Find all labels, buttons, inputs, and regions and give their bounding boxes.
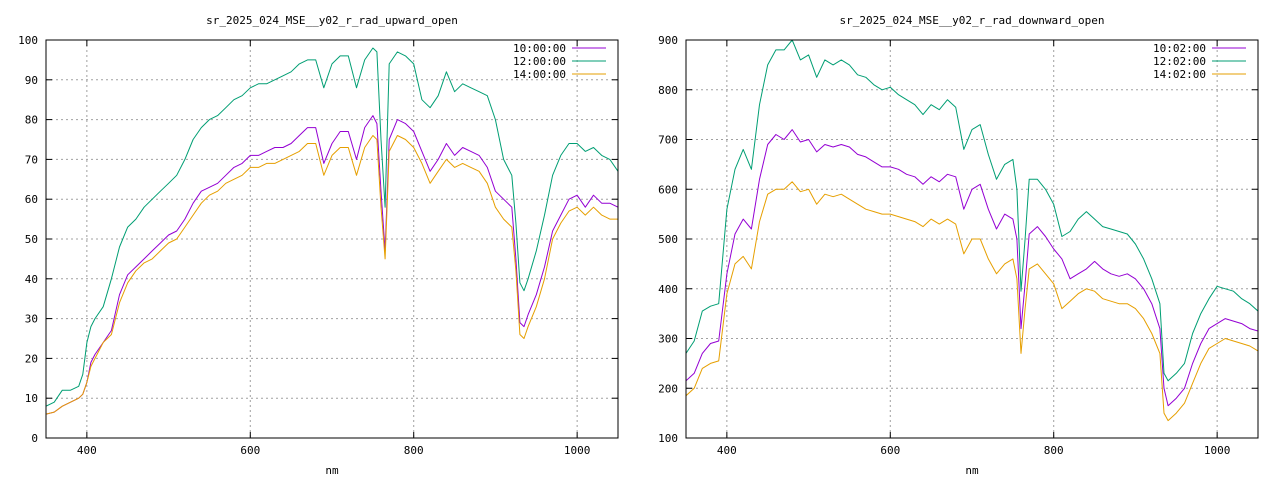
x-tick-label: 800 bbox=[1044, 444, 1064, 457]
legend-label: 10:00:00 bbox=[513, 42, 566, 55]
x-tick-label: 1000 bbox=[1204, 444, 1231, 457]
y-tick-label: 700 bbox=[658, 134, 678, 147]
y-tick-label: 20 bbox=[25, 352, 38, 365]
series-group bbox=[46, 47, 618, 415]
y-tick-label: 400 bbox=[658, 283, 678, 296]
legend-label: 12:02:00 bbox=[1153, 55, 1206, 68]
x-tick-label: 600 bbox=[880, 444, 900, 457]
legend-label: 14:02:00 bbox=[1153, 68, 1206, 81]
chart-panel-0: 400 600 800 1000 0 10 20 30 40 50 60 70 80 90 100 sr_20… bbox=[18, 14, 619, 477]
y-tick-label: 900 bbox=[658, 34, 678, 47]
x-tick-label: 1000 bbox=[564, 444, 591, 457]
y-tick-label: 600 bbox=[658, 183, 678, 196]
legend-label: 14:00:00 bbox=[513, 68, 566, 81]
x-tick-label: 800 bbox=[404, 444, 424, 457]
chart-panel-1: 400 600 800 1000 100 200 300 400 500 600 700 800 900… bbox=[658, 14, 1259, 477]
series-line-1 bbox=[686, 40, 1258, 382]
y-tick-label: 40 bbox=[25, 273, 38, 286]
series-line-2 bbox=[46, 135, 618, 415]
series-line-1 bbox=[46, 47, 618, 407]
y-tick-label: 200 bbox=[658, 382, 678, 395]
y-tick-label: 800 bbox=[658, 84, 678, 97]
x-axis-label: nm bbox=[325, 464, 339, 477]
chart-title: sr_2025_024_MSE__y02_r_rad_upward_open bbox=[206, 14, 458, 27]
y-tick-label: 50 bbox=[25, 233, 38, 246]
y-tick-label: 0 bbox=[31, 432, 38, 445]
y-tick-label: 90 bbox=[25, 74, 38, 87]
x-axis-label: nm bbox=[965, 464, 979, 477]
series-line-2 bbox=[686, 181, 1258, 422]
series-line-0 bbox=[686, 129, 1258, 407]
series-group bbox=[686, 40, 1258, 422]
x-tick-label: 400 bbox=[77, 444, 97, 457]
y-tick-label: 10 bbox=[25, 392, 38, 405]
y-tick-label: 30 bbox=[25, 313, 38, 326]
series-line-0 bbox=[46, 115, 618, 415]
legend-label: 10:02:00 bbox=[1153, 42, 1206, 55]
y-tick-label: 100 bbox=[18, 34, 38, 47]
y-tick-label: 80 bbox=[25, 114, 38, 127]
chart-title: sr_2025_024_MSE__y02_r_rad_downward_open bbox=[840, 14, 1105, 27]
y-tick-label: 70 bbox=[25, 153, 38, 166]
y-tick-label: 300 bbox=[658, 333, 678, 346]
y-tick-label: 100 bbox=[658, 432, 678, 445]
x-tick-label: 400 bbox=[717, 444, 737, 457]
legend-label: 12:00:00 bbox=[513, 55, 566, 68]
y-tick-label: 60 bbox=[25, 193, 38, 206]
x-tick-label: 600 bbox=[240, 444, 260, 457]
y-tick-label: 500 bbox=[658, 233, 678, 246]
